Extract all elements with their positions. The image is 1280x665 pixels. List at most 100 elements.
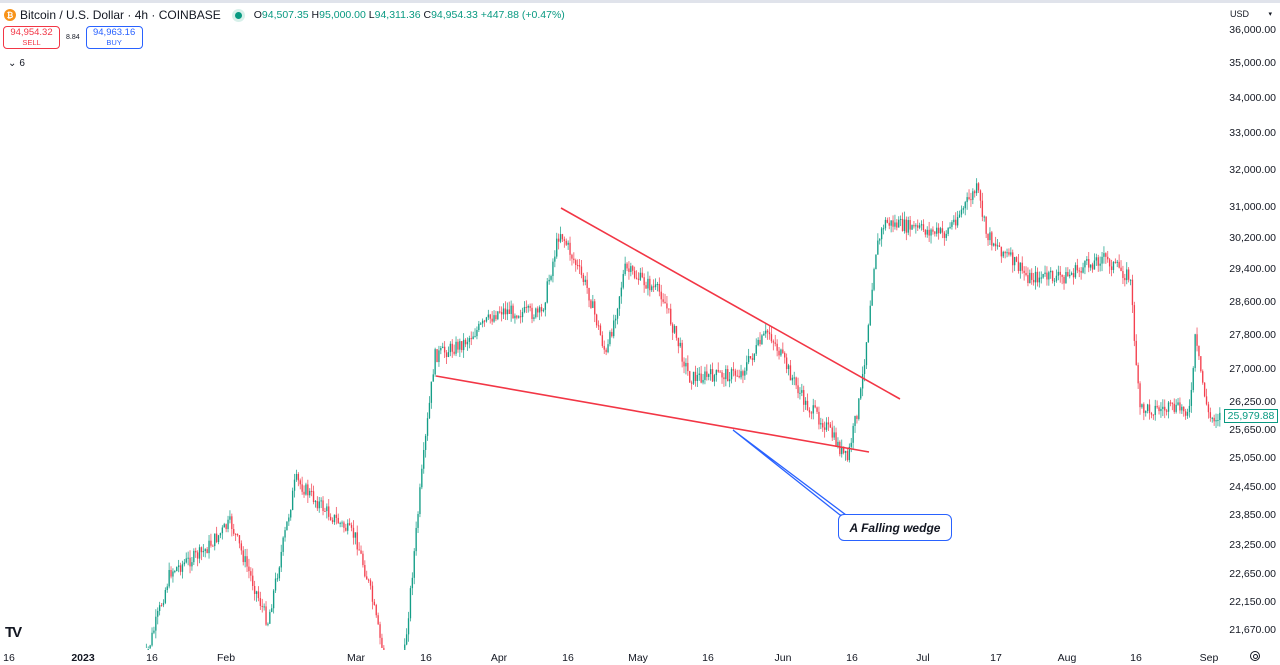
candle-body: [170, 569, 172, 577]
price-tick: 28,600.00: [1229, 296, 1276, 308]
candle-body: [476, 330, 478, 337]
candle-body: [525, 306, 528, 308]
candle-body: [580, 266, 583, 275]
candle-body: [622, 274, 624, 288]
candle-body: [732, 369, 735, 371]
candle-body: [542, 309, 545, 312]
candle-body: [1164, 406, 1166, 411]
candle-body: [516, 315, 518, 318]
tradingview-logo-icon[interactable]: TV: [5, 624, 22, 641]
candle-body: [1122, 271, 1124, 278]
candle-body: [430, 381, 433, 403]
candle-body: [1051, 270, 1054, 282]
candle-body: [803, 390, 805, 405]
price-axis[interactable]: 36,000.00 35,000.00 34,000.00 33,000.00 32,0…: [1222, 0, 1280, 650]
candle-body: [354, 532, 357, 538]
wedge-upper-resistance-trendline[interactable]: [560, 207, 901, 400]
candle-body: [694, 371, 697, 381]
candle-body: [1013, 257, 1016, 266]
candle-body: [785, 357, 788, 370]
candle-body: [1078, 270, 1080, 272]
candle-body: [763, 333, 765, 336]
candle-body: [295, 473, 298, 480]
candle-body: [221, 527, 224, 534]
candle-body: [861, 373, 864, 389]
candle-body: [367, 579, 370, 581]
candle-body: [1139, 383, 1141, 408]
candle-body: [793, 377, 795, 379]
candle-body: [972, 191, 974, 200]
candle-body: [1181, 406, 1183, 411]
candle-body: [812, 405, 814, 414]
candle-body: [599, 325, 602, 336]
candle-body: [284, 530, 286, 538]
gear-icon[interactable]: [1250, 651, 1260, 661]
candle-body: [867, 325, 870, 343]
candle-body: [236, 533, 239, 536]
candle-body: [457, 341, 459, 350]
falling-wedge-callout[interactable]: A Falling wedge: [838, 514, 952, 541]
candle-body: [913, 225, 915, 227]
callout-pointer: [732, 429, 848, 516]
candle-body: [204, 549, 206, 552]
candle-body: [692, 371, 695, 384]
candle-body: [1203, 382, 1206, 397]
candle-body: [1046, 272, 1048, 280]
candle-body: [918, 225, 921, 228]
candle-body: [535, 308, 537, 318]
price-chart-canvas[interactable]: [0, 0, 1222, 650]
candle-body: [191, 562, 193, 567]
candle-body: [286, 521, 288, 531]
candle-body: [842, 446, 845, 453]
indicators-toggle-button[interactable]: ⌄ 6: [4, 56, 29, 70]
candle-body: [588, 287, 590, 301]
candle-body: [1177, 402, 1179, 405]
currency-select[interactable]: USD ▾: [1226, 6, 1276, 22]
candle-body: [215, 533, 218, 543]
candle-body: [219, 533, 222, 536]
candle-body: [347, 523, 349, 531]
candle-body: [820, 423, 822, 425]
candle-body: [383, 647, 385, 650]
candle-body: [968, 197, 970, 200]
candle-body: [637, 278, 640, 280]
candle-body: [569, 242, 571, 255]
candle-body: [371, 585, 374, 602]
candle-body: [725, 369, 727, 380]
candle-body: [645, 285, 647, 289]
candle-body: [269, 611, 271, 624]
candle-body: [755, 345, 757, 354]
candle-body: [1137, 365, 1139, 384]
candle-body: [411, 577, 414, 589]
candle-body: [814, 405, 816, 408]
candle-body: [839, 441, 841, 455]
buy-button[interactable]: 94,963.16 BUY: [85, 26, 143, 49]
candle-body: [903, 219, 906, 231]
sell-button[interactable]: 94,954.32 SELL: [3, 26, 60, 49]
time-tick: 16: [702, 652, 714, 664]
candle-body: [561, 234, 564, 240]
candle-body: [1061, 274, 1063, 277]
candle-body: [559, 234, 562, 242]
candle-body: [806, 400, 809, 411]
candle-body: [708, 374, 710, 377]
candle-body: [837, 441, 839, 446]
candle-body: [689, 371, 691, 383]
high-value: 95,000.00: [319, 9, 366, 21]
symbol-title[interactable]: Bitcoin / U.S. Dollar · 4h · COINBASE: [20, 8, 221, 22]
candle-body: [432, 374, 434, 382]
candle-body: [875, 254, 877, 270]
candle-body: [174, 571, 176, 573]
candle-body: [727, 369, 729, 382]
time-tick: 16: [420, 652, 432, 664]
candle-body: [920, 224, 923, 226]
candle-body: [1006, 252, 1008, 254]
candle-body: [675, 325, 678, 338]
candle-body: [759, 339, 761, 345]
candle-body: [766, 330, 769, 333]
candle-body: [578, 265, 581, 267]
candle-body: [231, 516, 233, 530]
time-axis[interactable]: 16 2023 16 Feb Mar 16 Apr 16 May 16 Jun 16 Jul 17 Aug 1…: [0, 650, 1222, 665]
wedge-lower-support-trendline[interactable]: [435, 375, 870, 453]
candle-body: [660, 291, 662, 300]
